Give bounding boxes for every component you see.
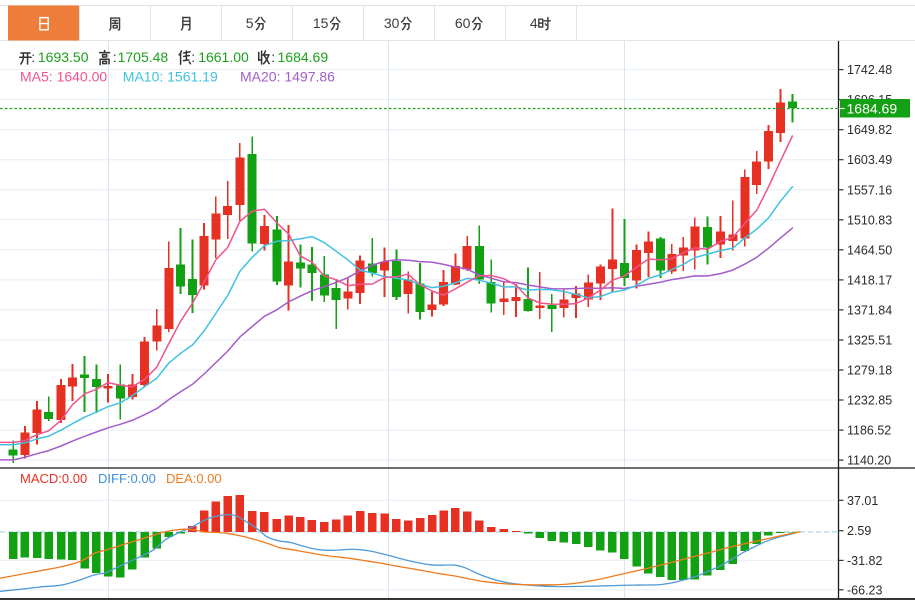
svg-text:1140.20: 1140.20	[847, 454, 891, 468]
svg-text:37.01: 37.01	[847, 494, 878, 508]
svg-text:1661.00: 1661.00	[198, 49, 249, 65]
svg-text::: :	[191, 49, 195, 65]
svg-text:-66.23: -66.23	[847, 583, 882, 597]
svg-text:1649.82: 1649.82	[847, 123, 892, 137]
svg-text:1742.48: 1742.48	[847, 63, 892, 77]
svg-text:1684.69: 1684.69	[278, 49, 329, 65]
svg-text:15: 15	[313, 15, 329, 31]
svg-text:1464.50: 1464.50	[847, 243, 892, 257]
svg-text:2.59: 2.59	[847, 524, 871, 538]
svg-text:1557.16: 1557.16	[847, 183, 892, 197]
svg-text:MA5: 1640.00: MA5: 1640.00	[20, 69, 107, 85]
svg-text::: :	[31, 49, 35, 65]
svg-text:1325.51: 1325.51	[847, 334, 892, 348]
svg-text:1684.69: 1684.69	[847, 101, 898, 117]
svg-text:1279.18: 1279.18	[847, 364, 892, 378]
svg-text:MA10: 1561.19: MA10: 1561.19	[123, 69, 218, 85]
svg-text:4: 4	[530, 15, 538, 31]
svg-text:1371.84: 1371.84	[847, 303, 892, 317]
svg-text:1186.52: 1186.52	[847, 424, 891, 438]
svg-text:DIFF:0.00: DIFF:0.00	[98, 471, 156, 486]
svg-text:MACD:0.00: MACD:0.00	[20, 471, 87, 486]
svg-text:DEA:0.00: DEA:0.00	[166, 471, 222, 486]
svg-text:-31.82: -31.82	[847, 554, 882, 568]
svg-text:1510.83: 1510.83	[847, 213, 892, 227]
svg-text:1418.17: 1418.17	[847, 273, 892, 287]
svg-text:60: 60	[455, 15, 471, 31]
svg-text:1705.48: 1705.48	[118, 49, 169, 65]
svg-text:30: 30	[384, 15, 400, 31]
svg-text:1603.49: 1603.49	[847, 153, 892, 167]
svg-text:5: 5	[246, 15, 254, 31]
svg-text::: :	[271, 49, 275, 65]
svg-text::: :	[113, 49, 117, 65]
svg-text:1232.85: 1232.85	[847, 394, 892, 408]
svg-text:1693.50: 1693.50	[38, 49, 89, 65]
svg-text:MA20: 1497.86: MA20: 1497.86	[240, 69, 335, 85]
